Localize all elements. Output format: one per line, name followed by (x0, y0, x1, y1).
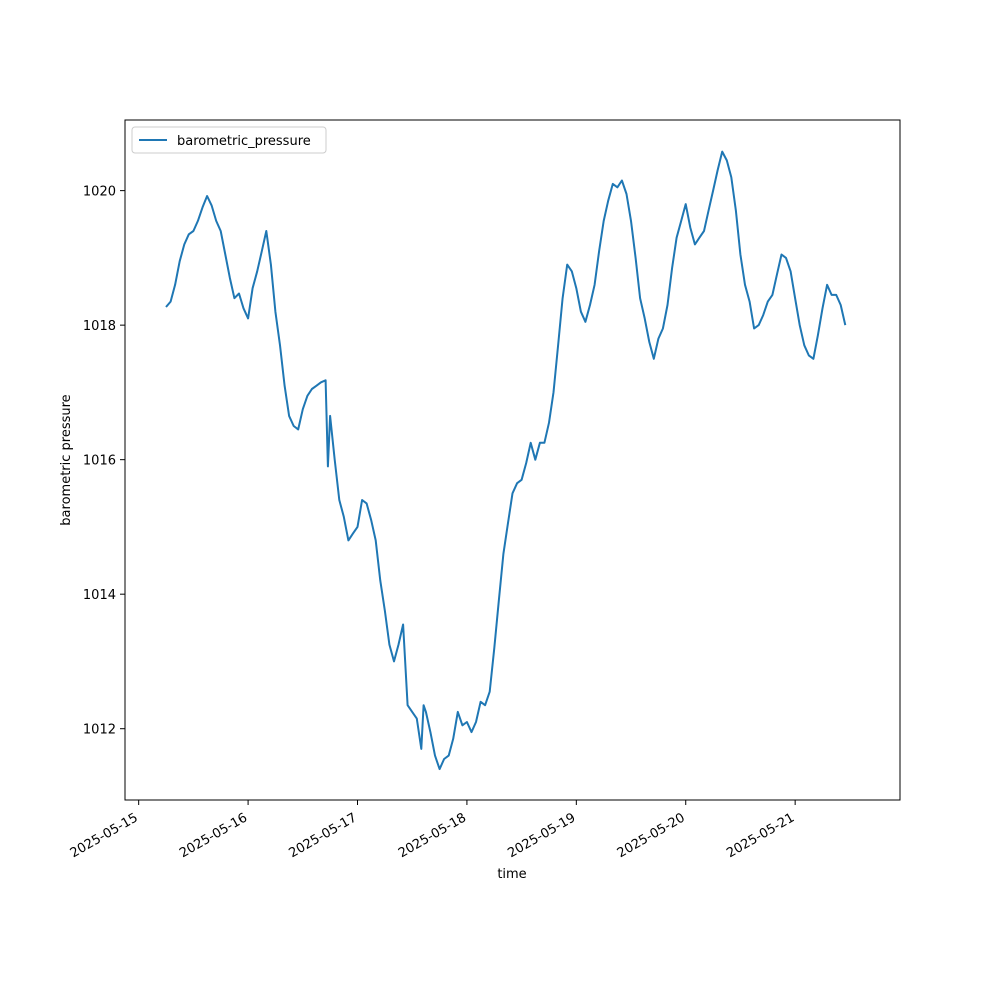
legend: barometric_pressure (131, 126, 327, 154)
y-axis-ticks: 1012 1014 1016 1018 1020 (83, 185, 125, 738)
legend-box (131, 126, 327, 154)
series-line-barometric_pressure (165, 150, 847, 771)
plot-area-frame (124, 119, 901, 801)
y-tick-label: 1014 (83, 588, 116, 603)
y-axis-label: barometric pressure (59, 394, 74, 525)
series-layer (165, 150, 847, 771)
y-tick-label: 1020 (83, 185, 116, 200)
y-tick-label: 1016 (83, 454, 116, 469)
x-axis-label: time (497, 867, 526, 882)
y-tick-label: 1018 (83, 319, 116, 334)
legend-label: barometric_pressure (177, 134, 311, 149)
y-tick-label: 1012 (83, 723, 116, 738)
